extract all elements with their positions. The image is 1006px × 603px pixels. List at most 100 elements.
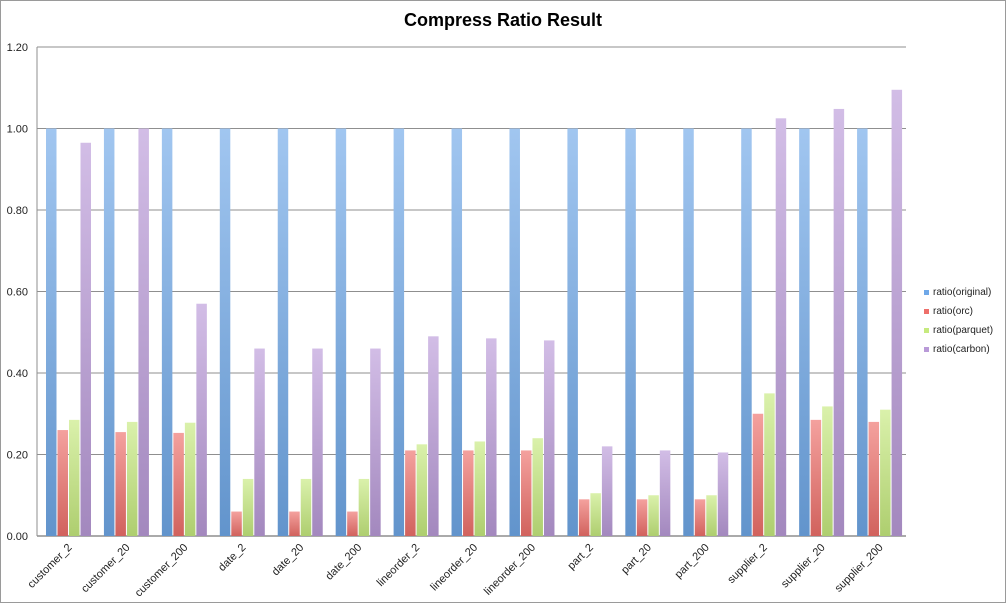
legend-item: ratio(orc)	[924, 302, 993, 321]
bar-ratio-original-part_2	[567, 128, 578, 536]
bar-ratio-original-lineorder_20	[451, 128, 463, 536]
legend-item: ratio(original)	[924, 283, 993, 302]
legend-label: ratio(original)	[933, 287, 992, 298]
bar-ratio-orc-supplier_2	[752, 413, 764, 536]
bar-ratio-orc-customer_200	[173, 432, 184, 536]
bar-ratio-parquet-customer_2	[69, 419, 80, 536]
y-tick-label: 0.40	[7, 368, 28, 380]
y-tick-label: 0.20	[7, 450, 28, 462]
x-tick-label: date_200	[323, 542, 364, 583]
bar-ratio-parquet-supplier_2	[764, 393, 775, 536]
bar-ratio-parquet-customer_20	[126, 421, 138, 536]
bars-group	[46, 89, 903, 536]
bar-ratio-orc-customer_20	[115, 432, 126, 536]
bar-ratio-original-customer_200	[161, 128, 173, 536]
legend-label: ratio(carbon)	[933, 344, 990, 355]
bar-ratio-original-supplier_200	[857, 128, 868, 536]
x-tick-label: part_200	[673, 542, 712, 581]
x-tick-label: lineorder_200	[482, 542, 538, 598]
x-axis-labels: customer_2 customer_20 customer_200 date_2 d…	[25, 542, 885, 600]
bar-ratio-parquet-customer_200	[184, 422, 196, 536]
bar-ratio-orc-lineorder_2	[405, 450, 416, 536]
legend-swatch	[924, 328, 929, 333]
bar-ratio-orc-part_20	[636, 499, 648, 536]
x-tick-label: customer_200	[133, 542, 191, 600]
bar-ratio-original-supplier_20	[799, 128, 810, 536]
bar-ratio-carbon-customer_200	[196, 303, 207, 536]
y-tick-label: 0.80	[7, 205, 28, 217]
bar-ratio-orc-lineorder_200	[520, 450, 532, 536]
bar-ratio-original-lineorder_200	[509, 128, 520, 536]
bar-ratio-original-part_20	[625, 128, 636, 536]
bar-ratio-carbon-supplier_200	[891, 89, 903, 536]
bar-ratio-orc-customer_2	[57, 430, 68, 536]
bar-ratio-parquet-part_2	[590, 493, 601, 536]
bar-ratio-original-supplier_2	[741, 128, 752, 536]
x-tick-label: date_2	[216, 542, 248, 574]
bar-ratio-parquet-part_200	[706, 495, 717, 536]
bar-ratio-parquet-lineorder_2	[416, 444, 428, 536]
bar-ratio-orc-lineorder_20	[463, 450, 474, 536]
x-tick-label: date_20	[270, 542, 307, 579]
x-tick-label: supplier_20	[779, 542, 828, 591]
bar-ratio-carbon-customer_20	[138, 128, 149, 536]
legend-label: ratio(orc)	[933, 306, 974, 317]
bar-ratio-orc-date_200	[347, 511, 358, 536]
bar-ratio-original-lineorder_2	[393, 128, 405, 536]
bar-ratio-orc-supplier_200	[868, 421, 880, 536]
bar-ratio-parquet-part_20	[648, 495, 659, 536]
bar-ratio-orc-date_20	[289, 511, 300, 536]
bar-ratio-parquet-date_200	[358, 478, 370, 536]
bar-ratio-original-date_200	[335, 128, 347, 536]
y-tick-label: 0.60	[7, 287, 28, 299]
bar-ratio-carbon-date_200	[370, 348, 381, 536]
legend: ratio(original) ratio(orc) ratio(parquet) r…	[924, 283, 993, 359]
bar-ratio-carbon-part_20	[659, 450, 671, 536]
bar-ratio-carbon-date_20	[312, 348, 323, 536]
x-tick-label: lineorder_2	[375, 542, 422, 589]
bar-ratio-carbon-date_2	[254, 348, 265, 536]
legend-item: ratio(parquet)	[924, 321, 993, 340]
bar-ratio-carbon-supplier_20	[833, 108, 845, 536]
x-tick-label: lineorder_20	[428, 542, 480, 594]
y-tick-label: 1.00	[7, 124, 28, 136]
bar-ratio-parquet-date_20	[300, 478, 312, 536]
x-tick-label: part_20	[619, 542, 654, 577]
bar-ratio-parquet-date_2	[242, 478, 254, 536]
x-tick-label: part_2	[565, 542, 596, 573]
legend-swatch	[924, 290, 929, 295]
y-axis-ticks: 0.00 0.20 0.40 0.60 0.80 1.00 1.20	[7, 42, 28, 543]
bar-ratio-carbon-lineorder_20	[486, 338, 497, 536]
bar-ratio-original-date_20	[277, 128, 289, 536]
bar-ratio-orc-part_200	[694, 499, 706, 536]
bar-ratio-parquet-supplier_200	[880, 409, 891, 536]
legend-swatch	[924, 347, 929, 352]
bar-ratio-orc-date_2	[231, 511, 242, 536]
y-tick-label: 1.20	[7, 42, 28, 54]
legend-item: ratio(carbon)	[924, 340, 993, 359]
y-tick-label: 0.00	[7, 531, 28, 543]
bar-ratio-carbon-part_200	[717, 452, 729, 536]
x-tick-label: customer_20	[79, 542, 132, 595]
bar-ratio-carbon-customer_2	[80, 142, 91, 536]
legend-label: ratio(parquet)	[933, 325, 994, 336]
bar-ratio-original-customer_20	[103, 128, 115, 536]
chart-title: Compress Ratio Result	[403, 10, 603, 30]
bar-ratio-carbon-supplier_2	[775, 118, 787, 536]
bar-ratio-parquet-supplier_20	[822, 406, 833, 536]
bar-ratio-carbon-lineorder_200	[543, 340, 555, 536]
bar-ratio-parquet-lineorder_200	[532, 438, 543, 536]
bar-ratio-parquet-lineorder_20	[474, 441, 486, 536]
bar-ratio-orc-supplier_20	[810, 419, 822, 536]
bar-ratio-original-part_200	[683, 128, 694, 536]
x-tick-label: supplier_2	[725, 542, 769, 586]
x-tick-label: customer_2	[25, 542, 74, 591]
legend-swatch	[924, 309, 929, 314]
bar-ratio-original-customer_2	[46, 128, 57, 536]
bar-ratio-orc-part_2	[578, 499, 590, 536]
x-tick-label: supplier_200	[833, 542, 886, 595]
bar-ratio-original-date_2	[219, 128, 231, 536]
bar-ratio-carbon-lineorder_2	[428, 336, 439, 536]
bar-ratio-carbon-part_2	[601, 446, 613, 536]
